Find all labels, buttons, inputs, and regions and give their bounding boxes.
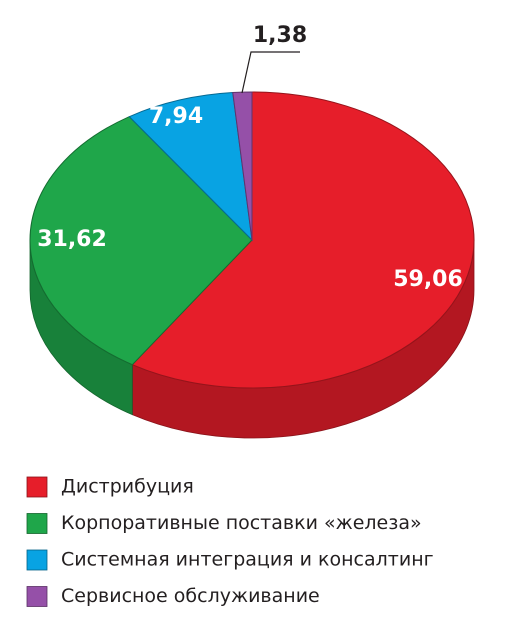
- pie-slice: [29, 116, 253, 366]
- pie-tops: [29, 91, 475, 389]
- value-labels: 59,06 31,62 7,94 1,38: [37, 23, 463, 292]
- value-label: 7,94: [149, 104, 203, 129]
- pie-slice: [128, 92, 253, 242]
- legend-label: Корпоративные поставки «железа»: [61, 512, 422, 534]
- legend-label: Сервисное обслуживание: [61, 585, 320, 607]
- legend-swatch: [26, 513, 48, 534]
- legend-swatch: [26, 586, 48, 607]
- legend: Дистрибуция Корпоративные поставки «желез…: [26, 476, 434, 607]
- pie-slice: [131, 91, 475, 389]
- legend-label: Системная интеграция и консалтинг: [61, 549, 434, 571]
- legend-swatch: [26, 549, 48, 571]
- value-label: 31,62: [37, 227, 107, 252]
- value-label: 59,06: [393, 267, 463, 292]
- legend-swatch: [26, 476, 48, 498]
- leader-line: [241, 51, 300, 94]
- value-label: 1,38: [253, 23, 307, 48]
- legend-label: Дистрибуция: [61, 476, 194, 498]
